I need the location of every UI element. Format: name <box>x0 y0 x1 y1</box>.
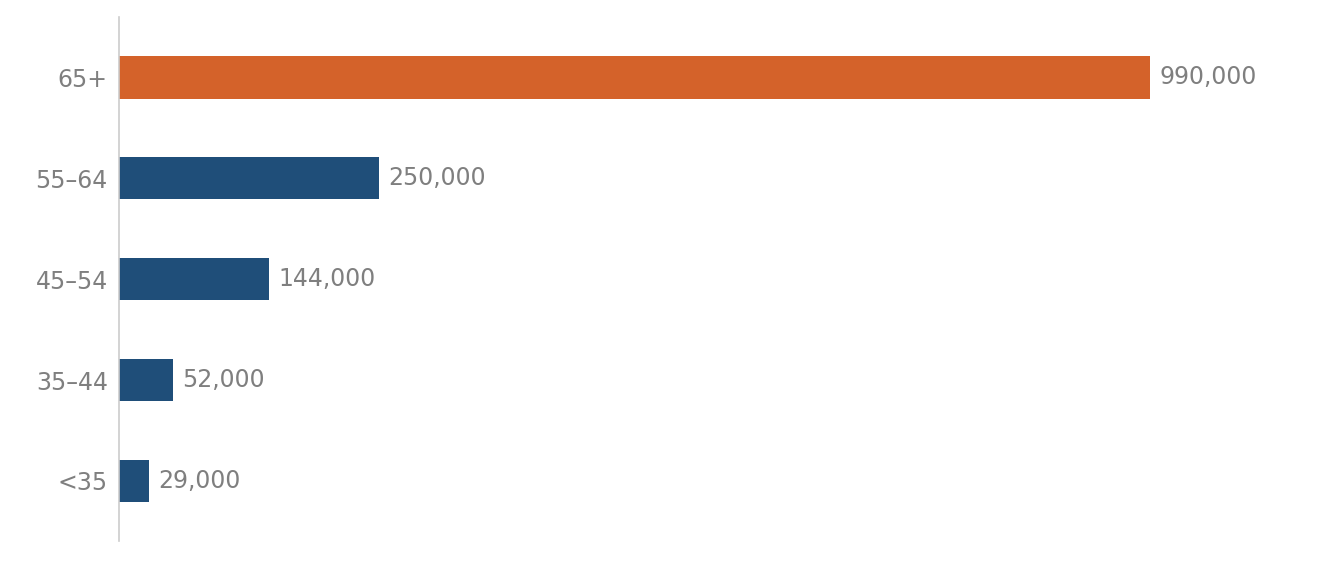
Bar <box>119 460 149 502</box>
Text: 29,000: 29,000 <box>159 469 241 493</box>
Text: 52,000: 52,000 <box>182 368 266 392</box>
Bar <box>119 258 268 301</box>
Bar <box>119 157 379 200</box>
Bar <box>119 359 173 401</box>
Bar <box>119 56 1150 99</box>
Text: 144,000: 144,000 <box>279 267 375 291</box>
Text: 990,000: 990,000 <box>1159 65 1256 90</box>
Text: 250,000: 250,000 <box>389 166 486 190</box>
